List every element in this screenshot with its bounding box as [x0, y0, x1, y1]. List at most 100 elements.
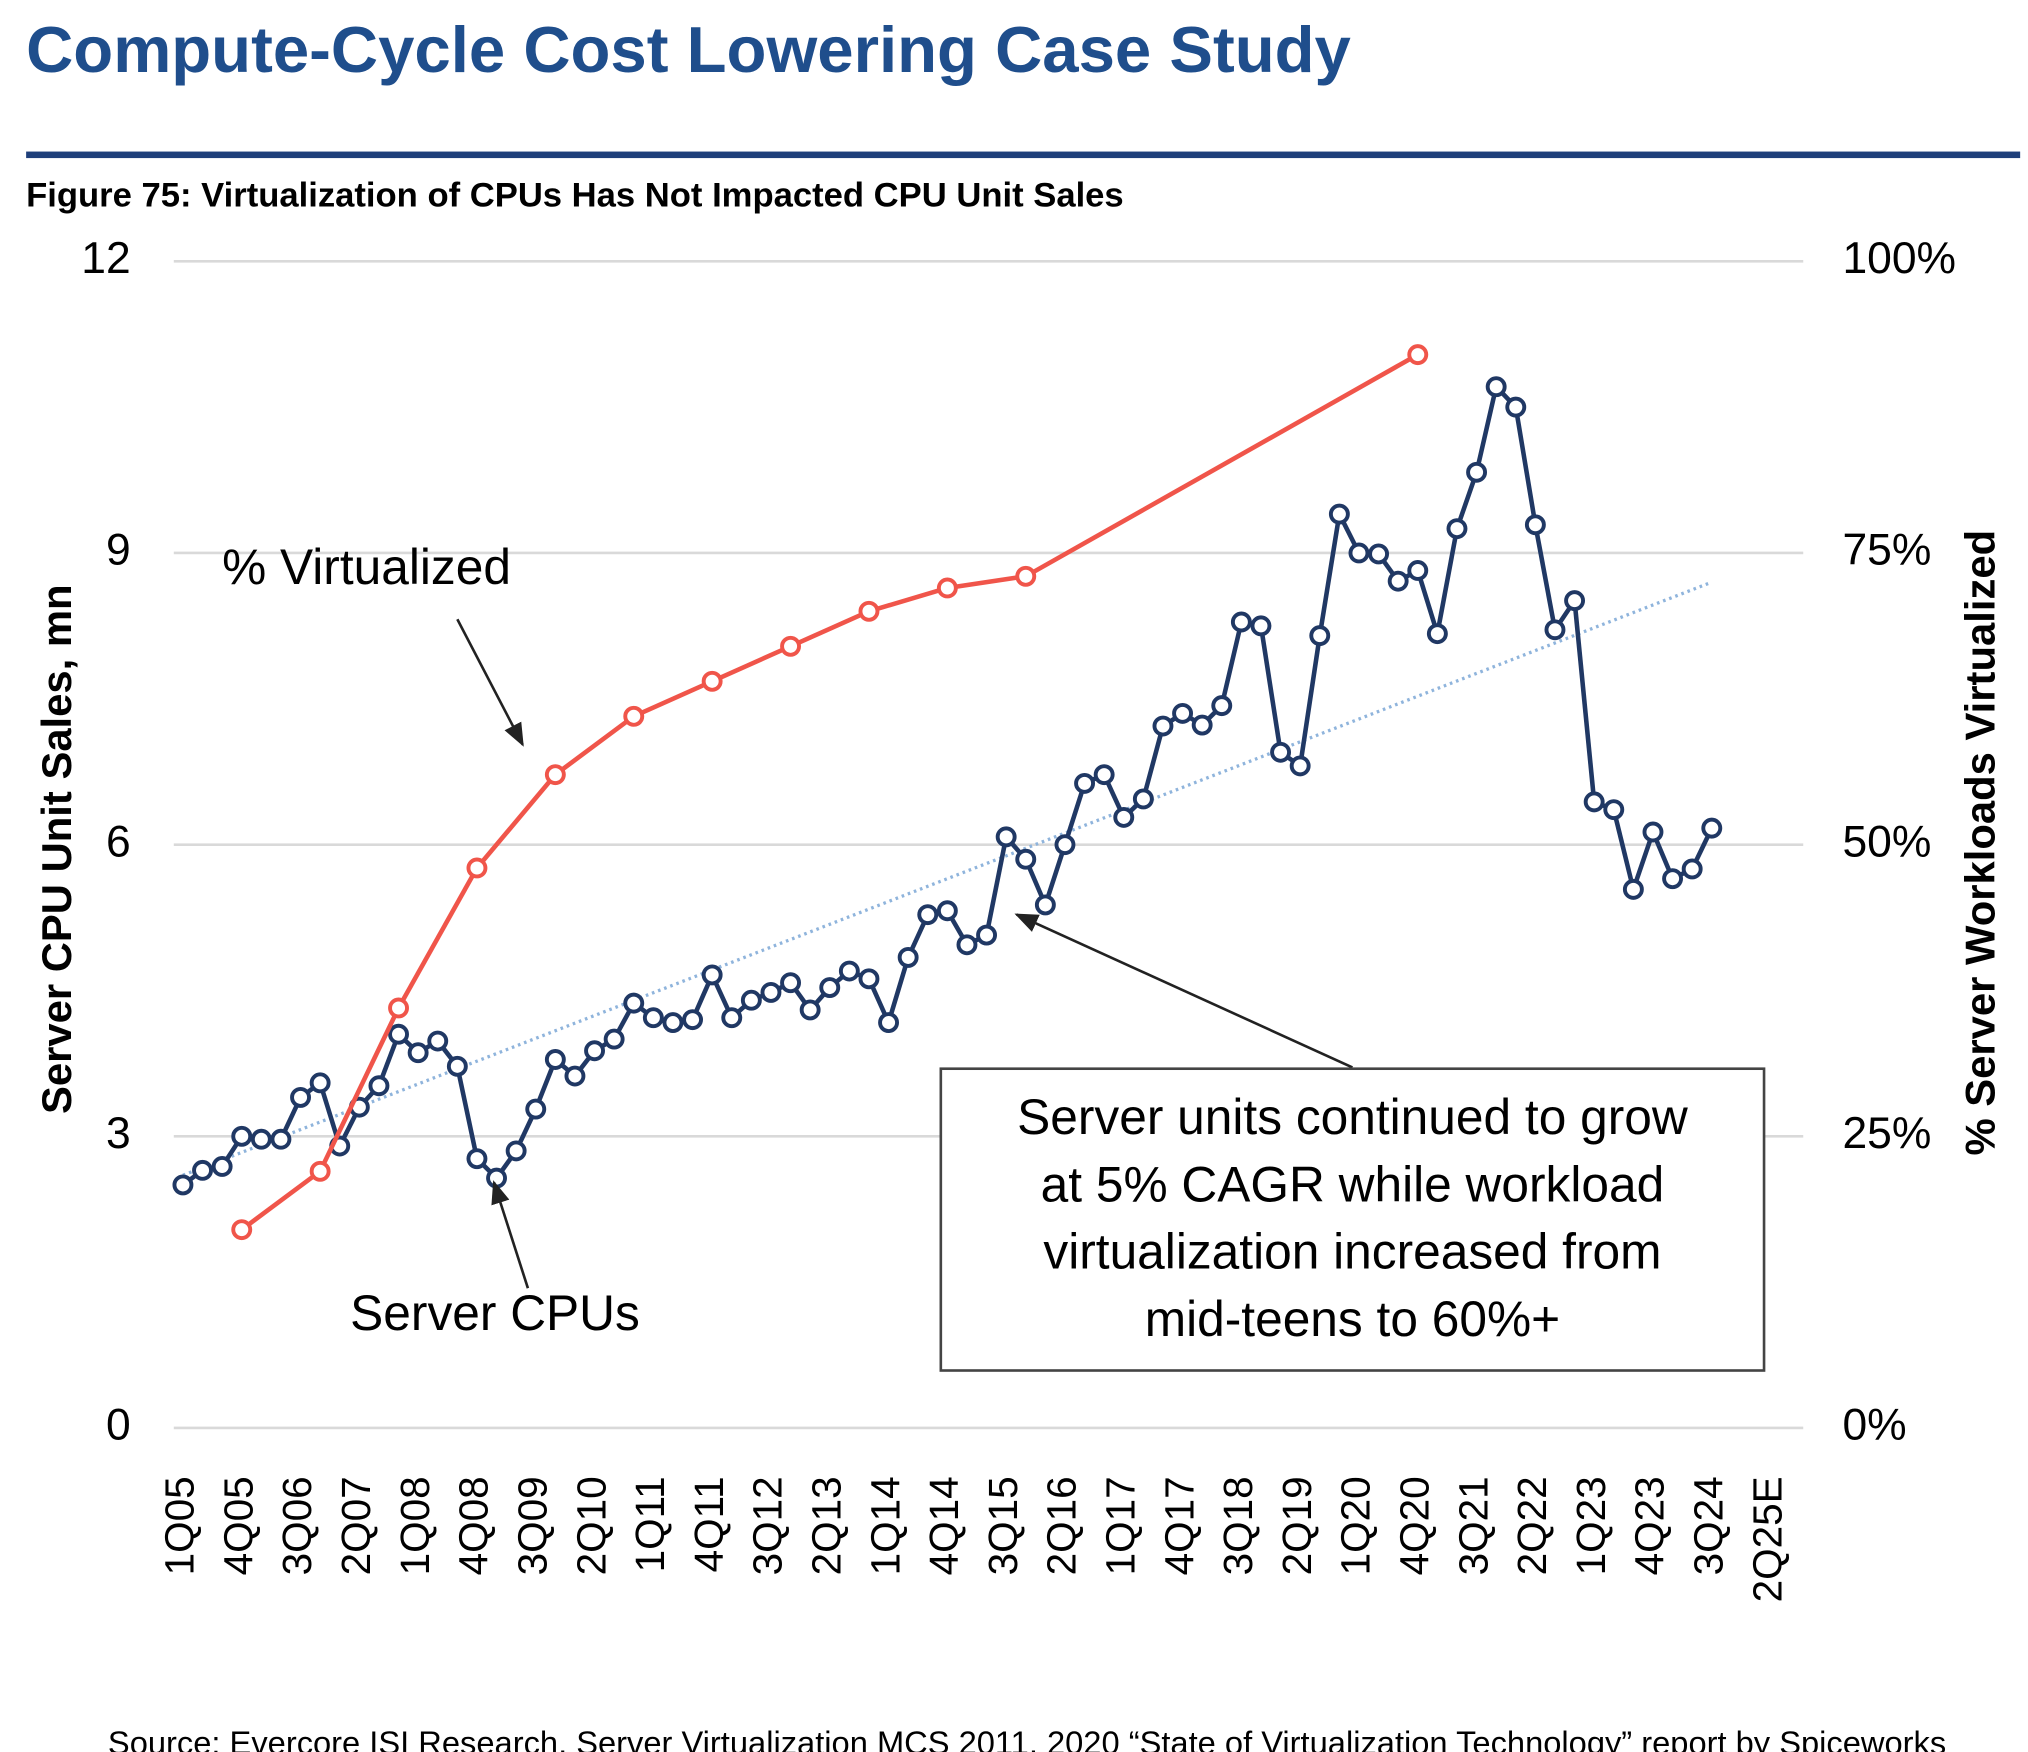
series-marker	[858, 600, 880, 622]
series-marker	[1054, 834, 1076, 856]
series-marker	[721, 1007, 743, 1029]
series-marker	[936, 577, 958, 599]
x-tick-label: 2Q13	[803, 1476, 849, 1575]
series-marker	[623, 992, 645, 1014]
series-marker	[1034, 894, 1056, 916]
chart-subtitle: Figure 75: Virtualization of CPUs Has No…	[26, 176, 1124, 214]
x-tick-label: 1Q14	[862, 1476, 908, 1575]
series-marker	[1289, 755, 1311, 777]
x-tick-label: 1Q08	[392, 1476, 438, 1575]
series-marker	[192, 1159, 213, 1181]
annotation-box	[939, 1067, 1766, 1372]
series-marker	[1622, 878, 1644, 900]
series-marker	[1564, 590, 1586, 612]
series-marker	[1466, 461, 1488, 483]
series-marker	[486, 1167, 507, 1189]
series-line	[868, 585, 949, 614]
series-marker	[701, 964, 723, 986]
series-marker	[1191, 714, 1213, 736]
series-annotation: Server CPUs	[350, 1285, 640, 1341]
series-marker	[584, 1040, 606, 1062]
series-marker	[1132, 788, 1154, 810]
x-tick-label: 2Q25E	[1744, 1476, 1790, 1602]
y2-tick-label: 0%	[1842, 1401, 1906, 1450]
series-marker	[1328, 503, 1350, 525]
series-marker	[525, 1098, 547, 1120]
x-tick-label: 3Q09	[509, 1476, 555, 1575]
annotations: % Virtualized Server CPUs Server units con…	[222, 539, 1766, 1372]
x-tick-label: 1Q17	[1097, 1476, 1143, 1575]
x-tick-label: 4Q05	[215, 1476, 261, 1575]
y2-tick-label: 100%	[1842, 234, 1956, 283]
series-line	[711, 644, 792, 684]
y2-tick-label: 50%	[1842, 817, 1931, 866]
y-tick-label: 3	[106, 1109, 131, 1158]
trend-line	[182, 580, 1713, 1177]
series-marker	[505, 1140, 527, 1162]
series-marker	[388, 1023, 409, 1045]
annotation-text: virtualization increased from	[1043, 1224, 1661, 1280]
plot-area: 0 3 6 9 12 0% 25% 50% 75% 100% 1Q05 4Q05 3Q06 2Q07 1Q0…	[81, 234, 1956, 1602]
series-marker	[1368, 543, 1390, 565]
y-tick-label: 12	[81, 234, 130, 283]
series-line	[1317, 513, 1342, 636]
series-marker	[1230, 611, 1252, 633]
y-axis-title: Server CPU Unit Sales, mn	[33, 584, 80, 1114]
series-marker	[701, 670, 723, 692]
x-tick-label: 4Q11	[686, 1476, 732, 1572]
annotation-text: mid-teens to 60%+	[1145, 1291, 1560, 1347]
series-line	[1513, 406, 1538, 526]
series-marker	[1583, 791, 1605, 813]
x-tick-label: 1Q11	[627, 1476, 673, 1572]
series-marker	[1211, 695, 1233, 717]
arrow	[456, 618, 524, 747]
x-tick-label: 3Q21	[1450, 1476, 1496, 1575]
x-tick-label: 2Q22	[1509, 1476, 1555, 1575]
x-tick-label: 2Q19	[1274, 1476, 1320, 1575]
x-tick-label: 3Q12	[745, 1476, 791, 1575]
series-marker	[407, 1042, 429, 1064]
series-marker	[1152, 715, 1174, 737]
series-marker	[1270, 741, 1292, 763]
series-marker	[1015, 848, 1037, 870]
series-marker	[427, 1030, 449, 1052]
annotation-text: Server units continued to grow	[1017, 1089, 1688, 1145]
series-line	[1415, 569, 1440, 635]
series-marker	[760, 981, 782, 1003]
annotation-text: at 5% CAGR while workload	[1041, 1156, 1665, 1212]
x-tick-label: 4Q20	[1391, 1476, 1437, 1575]
x-tick-label: 3Q18	[1215, 1476, 1261, 1575]
series-line	[1474, 386, 1499, 473]
series-marker	[1662, 868, 1684, 890]
series-marker	[309, 1072, 331, 1094]
x-tick-label: 3Q24	[1685, 1476, 1731, 1575]
series-marker	[780, 635, 802, 657]
series-marker	[1446, 518, 1468, 540]
x-tick-label: 1Q20	[1333, 1476, 1379, 1575]
series-marker	[1701, 817, 1723, 839]
series-marker	[1603, 799, 1625, 821]
series-marker	[956, 934, 978, 956]
y-tick-label: 0	[106, 1401, 131, 1450]
series-marker	[1074, 772, 1096, 794]
series-marker	[878, 1012, 900, 1034]
series-line	[632, 679, 714, 719]
series-line	[1533, 524, 1558, 631]
series-marker	[897, 946, 919, 968]
series-line	[240, 1169, 322, 1232]
series-line	[1572, 600, 1597, 803]
series-marker	[1681, 858, 1703, 880]
series-line	[318, 1006, 401, 1173]
page-title: Compute-Cycle Cost Lowering Case Study	[26, 13, 1351, 86]
series-marker	[1093, 764, 1115, 786]
series-marker	[544, 1049, 566, 1070]
x-tick-label: 4Q08	[451, 1476, 497, 1575]
x-tick-label: 2Q16	[1039, 1476, 1085, 1575]
series-marker	[466, 857, 488, 879]
series-line	[1043, 843, 1068, 906]
y2-tick-label: 75%	[1842, 526, 1931, 575]
series-line	[1258, 625, 1283, 753]
series-marker	[936, 900, 958, 922]
series-line	[984, 836, 1009, 936]
